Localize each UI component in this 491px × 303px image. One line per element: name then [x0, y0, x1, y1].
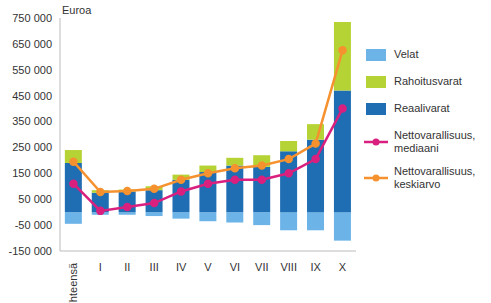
svg-text:650 000: 650 000 — [12, 38, 52, 50]
svg-text:750 000: 750 000 — [12, 12, 52, 24]
html-text:Velat: Velat — [394, 48, 419, 60]
svg-text:II: II — [124, 261, 130, 273]
svg-text:-150 000: -150 000 — [9, 245, 52, 257]
svg-text:I: I — [99, 261, 102, 273]
svg-text:450 000: 450 000 — [12, 90, 52, 102]
html-text:Nettovarallisuus, mediaani: Nettovarallisuus, mediaani — [394, 129, 476, 154]
svg-text:Yhteensä: Yhteensä — [67, 262, 79, 303]
svg-text:VII: VII — [255, 261, 268, 273]
svg-text:550 000: 550 000 — [12, 64, 52, 76]
html-text:Nettovarallisuus, keskiarvo: Nettovarallisuus, keskiarvo — [394, 165, 476, 190]
svg-text:-50 000: -50 000 — [15, 219, 52, 231]
svg-text:250 000: 250 000 — [12, 141, 52, 153]
svg-text:50 000: 50 000 — [18, 193, 52, 205]
svg-text:IX: IX — [310, 261, 321, 273]
svg-text:X: X — [339, 261, 347, 273]
svg-text:V: V — [204, 261, 212, 273]
svg-text:VI: VI — [230, 261, 240, 273]
html-text:Euroa: Euroa — [62, 4, 92, 16]
svg-text:350 000: 350 000 — [12, 115, 52, 127]
svg-text:III: III — [150, 261, 159, 273]
svg-text:150 000: 150 000 — [12, 167, 52, 179]
html-text:Rahoitusvarat: Rahoitusvarat — [394, 75, 462, 87]
html-text:Reaalivarat: Reaalivarat — [394, 102, 450, 114]
svg-text:VIII: VIII — [280, 261, 297, 273]
svg-text:IV: IV — [176, 261, 187, 273]
